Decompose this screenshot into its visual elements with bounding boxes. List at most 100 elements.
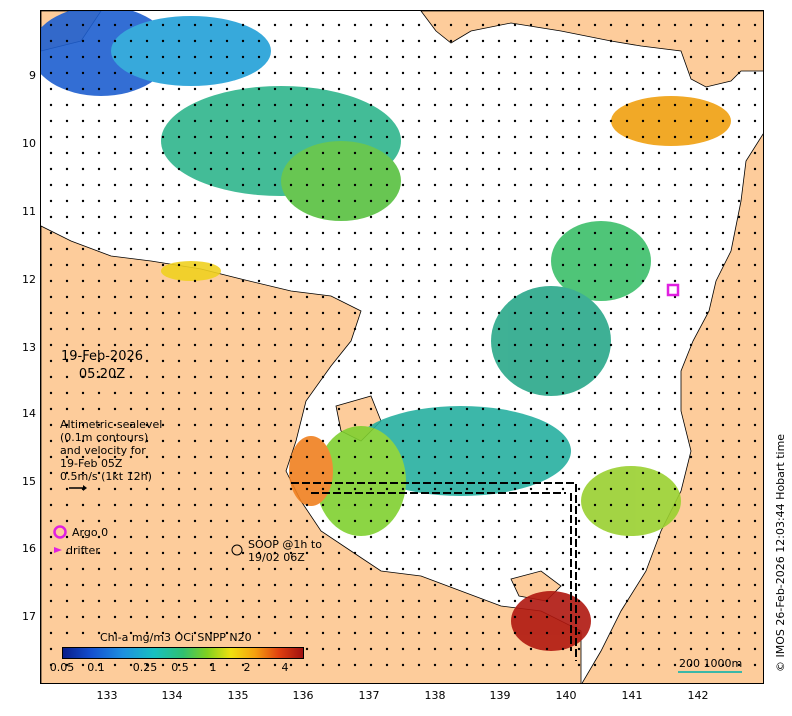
velocity-arrow — [561, 263, 565, 267]
velocity-arrow — [737, 359, 741, 363]
velocity-arrow — [737, 135, 741, 139]
velocity-arrow — [417, 215, 421, 219]
velocity-arrow — [145, 39, 149, 43]
velocity-arrow — [577, 615, 581, 619]
velocity-arrow — [417, 439, 421, 443]
velocity-arrow — [305, 599, 309, 603]
velocity-arrow — [433, 39, 437, 43]
velocity-arrow — [97, 327, 101, 331]
velocity-arrow — [641, 199, 645, 203]
velocity-arrow — [497, 247, 501, 251]
velocity-arrow — [193, 471, 197, 475]
velocity-arrow — [49, 135, 53, 139]
velocity-arrow — [689, 615, 693, 619]
velocity-arrow — [97, 247, 101, 251]
velocity-arrow — [753, 455, 757, 459]
velocity-arrow — [385, 247, 389, 251]
velocity-arrow — [337, 279, 341, 283]
velocity-arrow — [609, 231, 613, 235]
velocity-arrow — [561, 119, 565, 123]
velocity-arrow — [49, 103, 53, 107]
velocity-arrow — [433, 359, 437, 363]
velocity-arrow — [113, 375, 117, 379]
velocity-arrow — [97, 263, 101, 267]
velocity-arrow — [497, 375, 501, 379]
velocity-arrow — [449, 487, 453, 491]
velocity-arrow — [449, 215, 453, 219]
velocity-arrow — [673, 103, 677, 107]
velocity-arrow — [577, 71, 581, 75]
velocity-arrow — [321, 503, 325, 507]
velocity-arrow — [385, 455, 389, 459]
velocity-arrow — [513, 135, 517, 139]
velocity-arrow — [481, 135, 485, 139]
velocity-arrow — [305, 135, 309, 139]
velocity-arrow — [737, 439, 741, 443]
velocity-arrow — [753, 295, 757, 299]
velocity-arrow — [497, 343, 501, 347]
velocity-arrow — [385, 503, 389, 507]
velocity-arrow — [449, 615, 453, 619]
velocity-arrow — [625, 519, 629, 523]
velocity-arrow — [705, 471, 709, 475]
velocity-arrow — [337, 519, 341, 523]
velocity-arrow — [641, 631, 645, 635]
velocity-arrow — [177, 487, 181, 491]
velocity-arrow — [401, 567, 405, 571]
velocity-arrow — [705, 503, 709, 507]
velocity-arrow — [545, 71, 549, 75]
velocity-arrow — [641, 439, 645, 443]
velocity-arrow — [193, 103, 197, 107]
velocity-arrow — [513, 295, 517, 299]
velocity-arrow — [257, 407, 261, 411]
velocity-arrow — [273, 55, 277, 59]
velocity-arrow — [753, 407, 757, 411]
velocity-arrow — [465, 135, 469, 139]
velocity-arrow — [305, 199, 309, 203]
velocity-arrow — [289, 455, 293, 459]
velocity-arrow — [321, 263, 325, 267]
velocity-arrow — [241, 487, 245, 491]
velocity-arrow — [129, 519, 133, 523]
velocity-arrow — [401, 471, 405, 475]
velocity-arrow — [625, 167, 629, 171]
velocity-arrow — [561, 295, 565, 299]
velocity-arrow — [225, 519, 229, 523]
velocity-arrow — [433, 167, 437, 171]
velocity-arrow — [145, 535, 149, 539]
velocity-arrow — [721, 583, 725, 587]
velocity-arrow — [481, 343, 485, 347]
velocity-arrow — [273, 39, 277, 43]
velocity-arrow — [177, 535, 181, 539]
velocity-arrow — [449, 295, 453, 299]
velocity-arrow — [497, 551, 501, 555]
velocity-arrow — [273, 375, 277, 379]
velocity-arrow — [49, 183, 53, 187]
velocity-arrow — [433, 663, 437, 667]
velocity-arrow — [497, 311, 501, 315]
velocity-arrow — [641, 471, 645, 475]
velocity-arrow — [273, 247, 277, 251]
velocity-arrow — [49, 375, 53, 379]
velocity-arrow — [129, 343, 133, 347]
velocity-arrow — [465, 535, 469, 539]
velocity-arrow — [561, 199, 565, 203]
velocity-arrow — [225, 103, 229, 107]
velocity-arrow — [81, 87, 85, 91]
velocity-arrow — [289, 183, 293, 187]
velocity-arrow — [737, 311, 741, 315]
velocity-arrow — [81, 119, 85, 123]
velocity-arrow — [321, 135, 325, 139]
velocity-arrow — [737, 167, 741, 171]
velocity-arrow — [129, 39, 133, 43]
velocity-arrow — [225, 567, 229, 571]
velocity-arrow — [353, 231, 357, 235]
velocity-arrow — [625, 39, 629, 43]
velocity-arrow — [49, 487, 53, 491]
velocity-arrow — [561, 503, 565, 507]
velocity-arrow — [113, 455, 117, 459]
velocity-arrow — [657, 311, 661, 315]
velocity-arrow — [401, 103, 405, 107]
velocity-arrow — [145, 519, 149, 523]
velocity-arrow — [65, 663, 69, 667]
